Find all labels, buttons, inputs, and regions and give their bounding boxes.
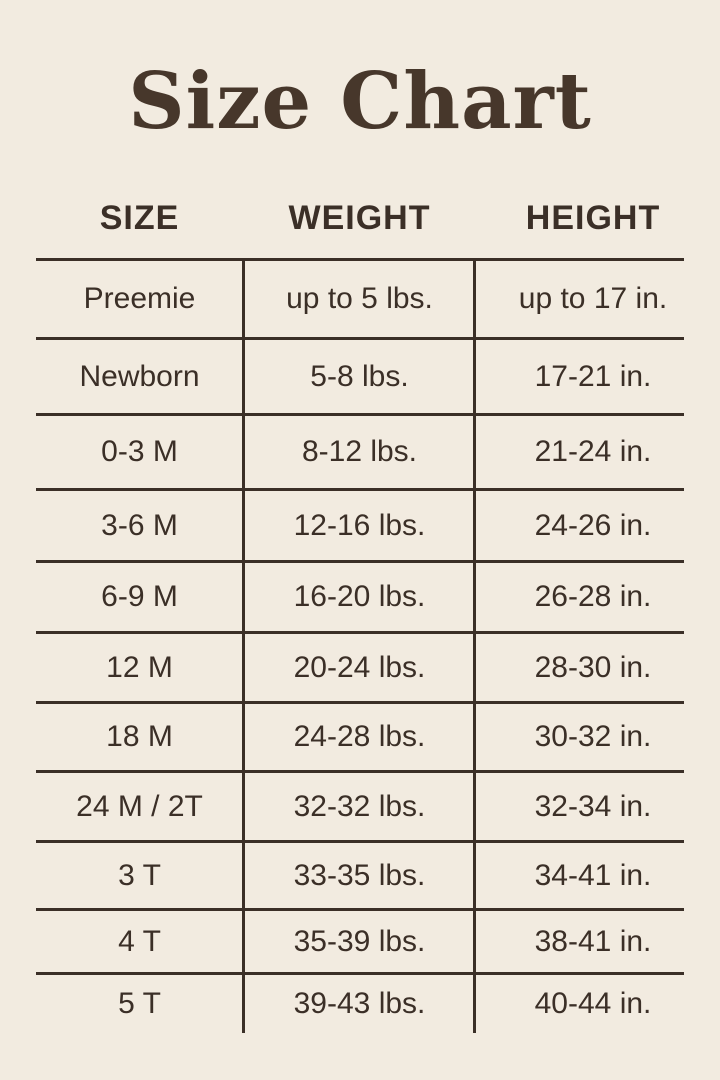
row-divider [36, 908, 684, 911]
row-divider [36, 413, 684, 416]
cell-height: 30-32 in. [534, 720, 652, 753]
cell-size: 24 M / 2T [76, 789, 203, 823]
cell-height: 32-34 in. [534, 789, 652, 823]
row-divider [36, 560, 684, 563]
column-divider [242, 259, 245, 1033]
cell-weight: 35-39 lbs. [293, 924, 426, 958]
cell-weight: 24-28 lbs. [293, 720, 426, 753]
row-divider [36, 840, 684, 843]
cell-size: 12 M [106, 650, 173, 684]
column-divider [473, 259, 476, 1033]
cell-height: 17-21 in. [534, 359, 652, 393]
column-header-height: HEIGHT [525, 199, 661, 237]
cell-height: 24-26 in. [534, 508, 652, 542]
row-divider [36, 972, 684, 975]
cell-weight: 8-12 lbs. [301, 435, 418, 468]
row-divider [36, 631, 684, 634]
cell-size: Preemie [83, 282, 196, 315]
cell-height: 34-41 in. [534, 858, 652, 892]
cell-weight: 16-20 lbs. [293, 580, 426, 613]
cell-size: 0-3 M [101, 435, 178, 468]
cell-weight: up to 5 lbs. [286, 282, 433, 315]
row-divider [36, 701, 684, 704]
row-divider [36, 488, 684, 491]
cell-height: 40-44 in. [534, 986, 652, 1020]
row-divider [36, 770, 684, 773]
cell-weight: 12-16 lbs. [293, 508, 426, 542]
cell-size: 3 T [118, 858, 161, 892]
cell-height: up to 17 in. [518, 282, 668, 315]
row-divider [36, 337, 684, 340]
cell-height: 28-30 in. [534, 650, 652, 684]
cell-size: 5 T [118, 986, 161, 1020]
cell-weight: 5-8 lbs. [310, 359, 409, 393]
cell-weight: 33-35 lbs. [293, 858, 426, 892]
cell-height: 38-41 in. [534, 924, 652, 958]
cell-size: Newborn [79, 359, 200, 393]
cell-weight: 39-43 lbs. [293, 986, 426, 1020]
cell-weight: 20-24 lbs. [293, 650, 426, 684]
column-header-weight: WEIGHT [288, 199, 431, 237]
cell-weight: 32-32 lbs. [293, 789, 426, 823]
cell-size: 4 T [118, 924, 161, 958]
cell-size: 18 M [106, 720, 173, 753]
cell-height: 21-24 in. [534, 435, 652, 468]
row-divider [36, 258, 684, 261]
cell-size: 3-6 M [101, 508, 178, 542]
column-header-size: SIZE [99, 199, 180, 237]
cell-size: 6-9 M [101, 580, 178, 613]
cell-height: 26-28 in. [534, 580, 652, 613]
page-title: Size Chart [128, 56, 592, 147]
